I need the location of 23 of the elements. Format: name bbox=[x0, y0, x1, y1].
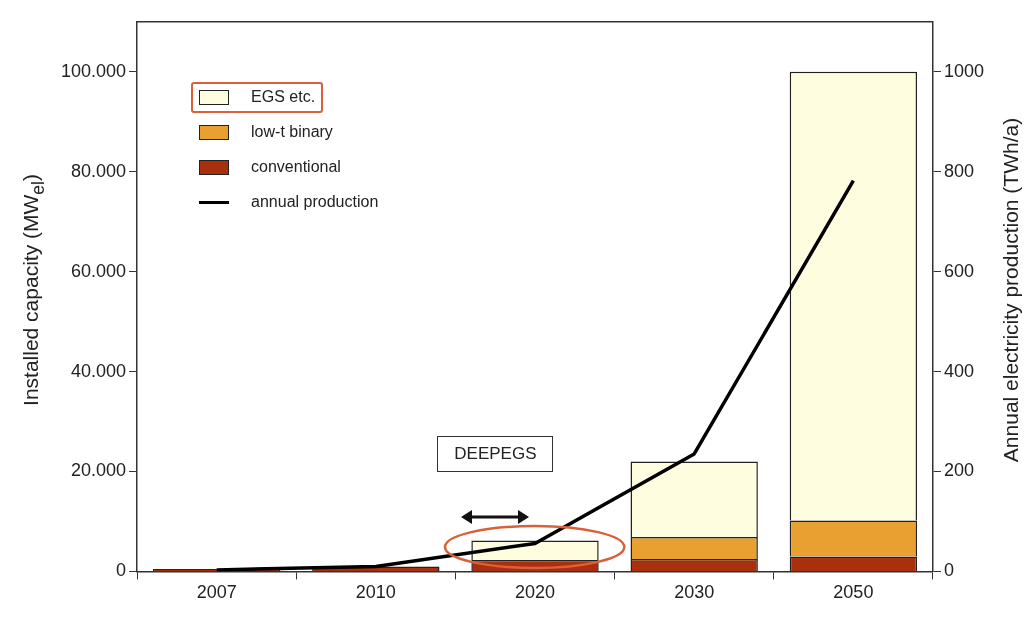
y2-tick-label: 400 bbox=[943, 360, 974, 381]
y-tick-label: 60.000 bbox=[71, 260, 127, 281]
y-tick-label: 40.000 bbox=[71, 360, 127, 381]
x-tick-label: 2030 bbox=[674, 582, 715, 603]
x-tick-label: 2020 bbox=[514, 582, 556, 603]
y2-tick-label: 1000 bbox=[943, 60, 984, 81]
y-tick-label: 80.000 bbox=[71, 160, 127, 181]
legend-label: low-t binary bbox=[251, 123, 333, 142]
x-tick-label: 2050 bbox=[833, 582, 874, 603]
legend-label: annual production bbox=[251, 193, 379, 212]
legend-label: conventional bbox=[251, 158, 341, 177]
y2-tick-label: 0 bbox=[943, 560, 954, 581]
annotation: DEEPEGS bbox=[437, 436, 554, 473]
y2-axis-title: Annual electricity production (TWh/a) bbox=[999, 117, 1023, 462]
legend-label: EGS etc. bbox=[251, 88, 316, 107]
y2-tick-label: 200 bbox=[943, 460, 974, 481]
x-tick-label: 2007 bbox=[196, 582, 237, 603]
y2-tick-label: 800 bbox=[943, 160, 974, 181]
y-tick-label: 100.000 bbox=[60, 60, 127, 81]
y-tick-label: 0 bbox=[116, 560, 127, 581]
x-tick-label: 2010 bbox=[355, 582, 396, 603]
y2-tick-label: 600 bbox=[943, 260, 974, 281]
y-tick-label: 20.000 bbox=[71, 460, 127, 481]
